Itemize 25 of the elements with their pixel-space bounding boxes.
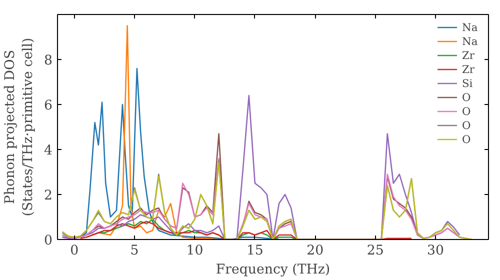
legend-label: Si — [462, 76, 474, 90]
legend-label: Na — [462, 20, 479, 34]
y-tick-label: 8 — [44, 54, 53, 68]
legend-label: O — [462, 132, 472, 146]
legend-label: O — [462, 118, 472, 132]
y-tick-label: 2 — [44, 188, 53, 204]
x-axis-title: Frequency (THz) — [216, 262, 330, 278]
legend-label: Na — [462, 34, 479, 48]
y-axis-title: Phonon projected DOS (States/THz·primitive cell) — [3, 38, 36, 216]
legend-label: Zr — [462, 48, 476, 62]
x-tick-label: 5 — [130, 244, 139, 258]
line-series — [62, 68, 280, 240]
y-tick-label: 6 — [44, 98, 53, 114]
x-tick-label: 20 — [306, 244, 324, 258]
x-tick-label: 15 — [246, 244, 264, 258]
x-tick-label: 10 — [186, 244, 204, 258]
legend-label: O — [462, 90, 472, 104]
x-tick-label: 25 — [366, 244, 384, 258]
y-tick-label: 0 — [44, 234, 53, 248]
legend-label: O — [462, 104, 472, 118]
legend-label: Zr — [462, 62, 476, 76]
x-tick-label: 30 — [427, 244, 444, 258]
x-tick-label: 0 — [70, 244, 79, 258]
y-tick-label: 4 — [44, 144, 53, 158]
line-series — [62, 94, 460, 240]
